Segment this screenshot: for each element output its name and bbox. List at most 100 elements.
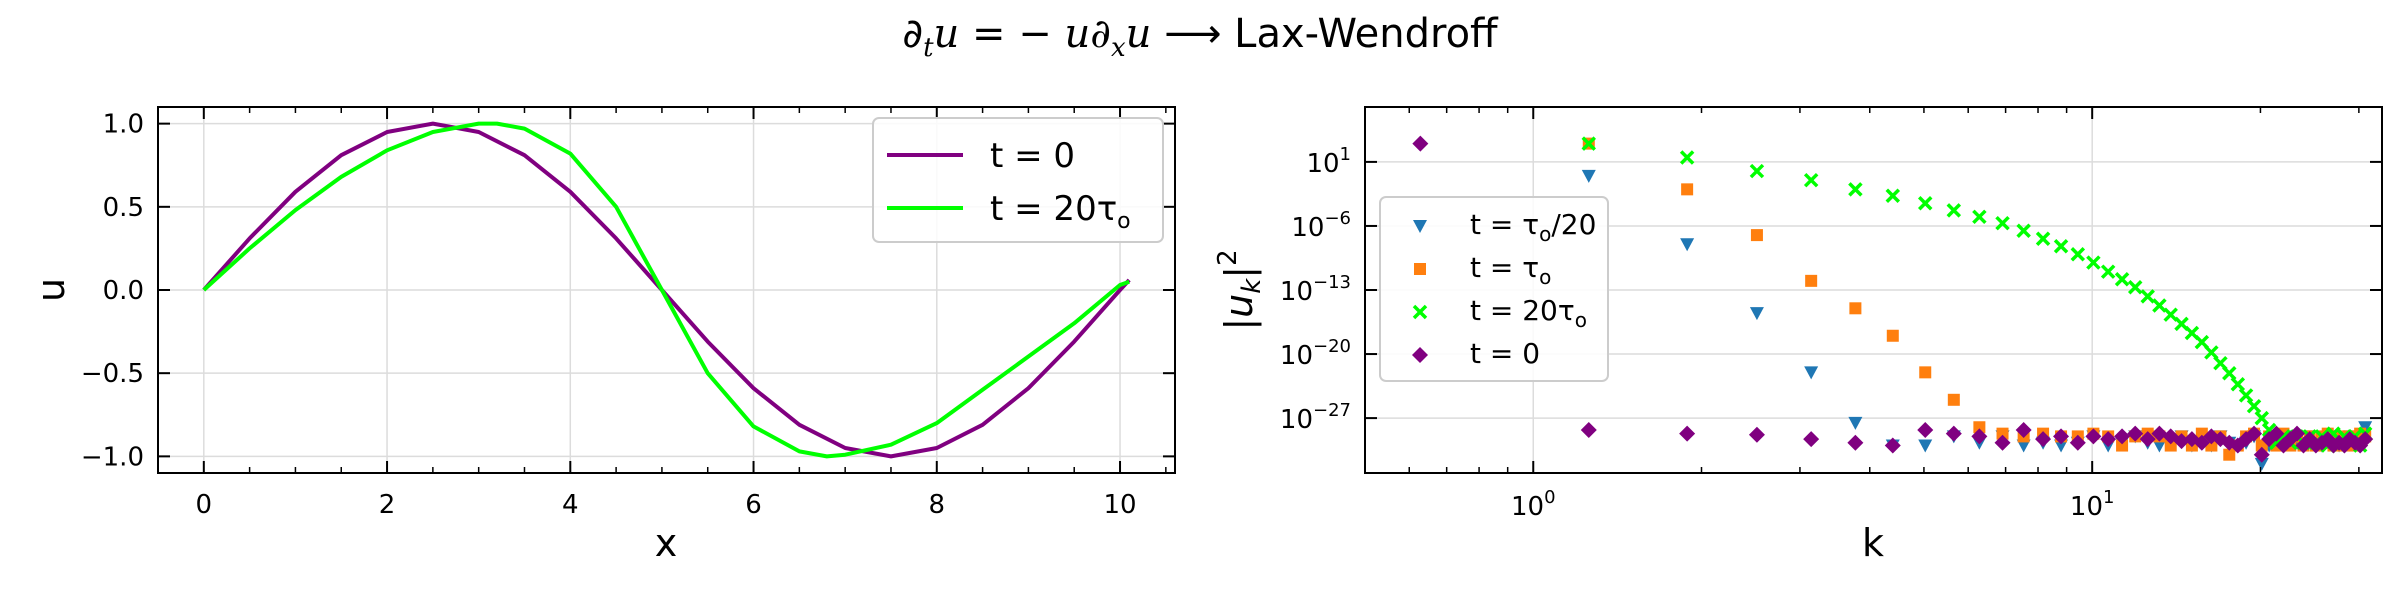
right-legend-box [1379, 196, 1609, 382]
right-marker-s3 [2069, 434, 2086, 451]
left-xtick-label: 10 [1103, 490, 1136, 520]
right-marker-s3 [1412, 135, 1429, 152]
right-legend: t = τo/20 t = τo t = 20τo t = 0 [1379, 196, 1609, 382]
left-ticks: 0 2 4 6 8 10 1.0 0.5 0.0 −0.5 −1.0 [81, 107, 1175, 520]
right-marker-s3 [1994, 434, 2011, 451]
right-marker-s0 [1848, 416, 1863, 430]
right-marker-s2 [2238, 388, 2254, 403]
right-marker-s3 [2085, 428, 2102, 445]
left-series-lines [202, 121, 1131, 459]
right-marker-s3 [2053, 428, 2070, 445]
left-ytick-label: −1.0 [81, 442, 144, 472]
right-marker-s1 [1886, 329, 1899, 342]
right-marker-s1 [1947, 393, 1960, 406]
legend-label-tau: t = τo [1470, 251, 1551, 289]
right-marker-s3 [1884, 437, 1901, 454]
right-marker-s2 [1803, 172, 1819, 188]
right-marker-s2 [2230, 377, 2246, 392]
right-marker-s2 [2100, 264, 2116, 279]
right-marker-s1 [1750, 229, 1763, 242]
left-ytick-label: −0.5 [81, 359, 144, 389]
title-rhs-u-partial: u∂ [1064, 11, 1111, 57]
right-marker-s3 [2127, 425, 2144, 442]
left-ytick-label: 0.0 [103, 276, 144, 306]
right-marker-s1 [1681, 183, 1694, 196]
right-marker-s3 [2173, 433, 2190, 450]
right-marker-s2 [2035, 231, 2051, 246]
right-marker-s2 [2152, 298, 2167, 313]
right-marker-s1 [1973, 421, 1986, 434]
title-equals: = − [959, 11, 1065, 57]
right-ytick-label: 10−20 [1280, 336, 1351, 371]
right-marker-s2 [1581, 136, 1597, 151]
right-marker-s3 [1679, 425, 1696, 442]
left-xtick-label: 0 [196, 490, 213, 520]
legend-label-t0: t = 0 [990, 136, 1075, 176]
right-ytick-label: 10−13 [1280, 272, 1351, 307]
right-marker-s1 [2223, 448, 2236, 461]
left-xtick-label: 2 [379, 490, 396, 520]
right-legend-marker-1 [1414, 263, 1426, 275]
left-ytick-label: 0.5 [103, 193, 144, 223]
right-marker-s2 [2222, 365, 2237, 381]
right-marker-s1 [2116, 439, 2129, 452]
right-marker-s3 [1847, 434, 1864, 451]
right-marker-s3 [2246, 425, 2263, 442]
right-marker-s0 [1918, 439, 1933, 453]
title-arrow: ⟶ [1164, 11, 1222, 57]
right-marker-s3 [2035, 431, 2052, 448]
right-marker-s2 [1946, 203, 1962, 218]
right-legend-marker-0 [1413, 220, 1427, 233]
right-legend-marker-2 [1412, 304, 1428, 320]
left-xtick-label: 4 [562, 490, 579, 520]
right-marker-s3 [1580, 422, 1597, 439]
legend-label-20tau: t = 20τo [1470, 294, 1587, 332]
right-marker-s3 [2139, 431, 2156, 448]
right-marker-s0 [2016, 439, 2031, 453]
left-series-line-1 [202, 121, 1130, 459]
right-marker-s3 [1971, 428, 1988, 445]
right-marker-s2 [2114, 272, 2130, 287]
right-marker-s1 [2164, 439, 2177, 452]
right-marker-s2 [2016, 223, 2031, 238]
right-xtick-label: 100 [1511, 487, 1556, 522]
right-marker-s2 [1972, 209, 1987, 225]
title-method: Lax-Wendroff [1234, 11, 1498, 57]
left-ylabel: u [29, 278, 73, 302]
right-marker-s3 [2357, 431, 2374, 448]
right-marker-s2 [2053, 239, 2069, 254]
right-marker-s2 [1918, 196, 1933, 211]
title-var-u: u [933, 11, 960, 57]
right-marker-s0 [1680, 238, 1695, 252]
left-xtick-label: 8 [929, 490, 946, 520]
right-marker-s2 [2086, 255, 2101, 270]
right-marker-s0 [1749, 307, 1764, 321]
left-ytick-label: 1.0 [103, 110, 144, 140]
legend-label-t20: t = 20τo [990, 189, 1131, 234]
right-marker-s2 [1885, 188, 1901, 203]
right-marker-s0 [1581, 169, 1596, 183]
right-series-markers [1412, 135, 2374, 471]
right-marker-s0 [2054, 439, 2069, 453]
right-marker-s3 [2268, 425, 2285, 442]
legend-label-tau20: t = τo/20 [1470, 208, 1596, 246]
right-xtick-label: 101 [2070, 487, 2115, 522]
right-marker-s3 [1803, 431, 1820, 448]
right-ylabel: |uk|2 [1213, 249, 1267, 330]
right-marker-s3 [1748, 426, 1765, 443]
left-legend-box [872, 117, 1164, 243]
title-partial-symbol: ∂ [902, 11, 924, 57]
right-marker-s1 [1849, 302, 1862, 315]
right-marker-s0 [1804, 366, 1819, 380]
left-xlabel: x [655, 521, 678, 565]
right-marker-s2 [1995, 215, 2010, 231]
right-marker-s2 [2246, 398, 2262, 414]
right-marker-s3 [2253, 446, 2270, 463]
right-ytick-label: 10−6 [1291, 208, 1351, 243]
right-marker-s3 [2100, 431, 2117, 448]
right-marker-s0 [2254, 457, 2269, 471]
right-ytick-label: 10−27 [1280, 400, 1351, 435]
right-marker-s0 [2152, 439, 2167, 453]
left-series-line-0 [202, 121, 1131, 459]
